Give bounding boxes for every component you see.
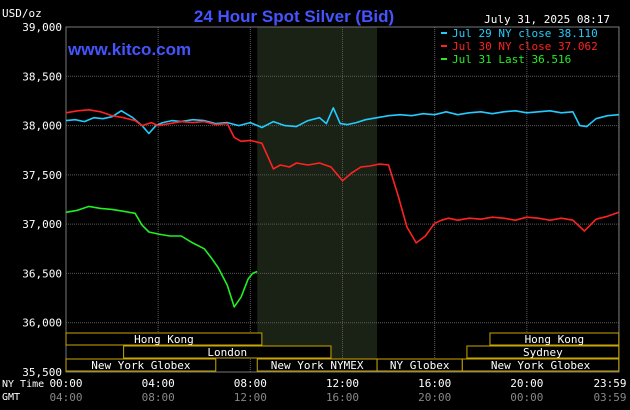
session-box: [123, 345, 332, 359]
session-label: London: [207, 346, 247, 359]
series-line-2: [65, 109, 620, 244]
x-tick-ny: 12:00: [326, 377, 359, 390]
plot-border: [65, 26, 620, 373]
unit-label: USD/oz: [2, 7, 42, 20]
series-line-1: [65, 107, 619, 135]
session-label: New York Globex: [91, 359, 191, 372]
session-box: [65, 332, 263, 346]
x-tick-ny: 20:00: [510, 377, 543, 390]
session-label: Hong Kong: [134, 333, 194, 346]
x-tick-gmt: 08:00: [142, 391, 175, 404]
session-box: [461, 358, 620, 372]
x-tick-ny: 08:00: [234, 377, 267, 390]
x-axis-row2-label: GMT: [2, 392, 20, 403]
series-line-3: [65, 205, 258, 308]
session-box: [65, 358, 217, 372]
x-tick-ny: 00:00: [49, 377, 82, 390]
y-tick-label: 35,500: [22, 366, 62, 379]
session-box: [466, 345, 620, 359]
datetime-label: July 31, 2025 08:17: [484, 13, 610, 26]
x-tick-gmt: 04:00: [49, 391, 82, 404]
x-tick-ny: 16:00: [418, 377, 451, 390]
x-tick-gmt: 20:00: [418, 391, 451, 404]
y-tick-label: 36,000: [22, 317, 62, 330]
legend-entry: Jul 31 Last 36.516: [452, 53, 571, 66]
x-tick-gmt: 00:00: [510, 391, 543, 404]
y-tick-label: 38,000: [22, 120, 62, 133]
y-tick-label: 38,500: [22, 70, 62, 83]
y-tick-label: 37,500: [22, 169, 62, 182]
x-axis-row1-label: NY Time: [2, 379, 44, 390]
session-label: Sydney: [523, 346, 563, 359]
session-label: NY Globex: [390, 359, 450, 372]
y-tick-label: 36,500: [22, 267, 62, 280]
session-label: Hong Kong: [525, 333, 585, 346]
series-lines: [65, 107, 620, 308]
session-box: [489, 332, 620, 346]
y-tick-label: 39,000: [22, 21, 62, 34]
x-tick-ny: 04:00: [142, 377, 175, 390]
x-tick-gmt: 03:59: [593, 391, 626, 404]
watermark-link[interactable]: www.kitco.com: [67, 40, 191, 59]
session-label: New York Globex: [491, 359, 591, 372]
legend-entry: Jul 29 NY close 38.110: [452, 27, 598, 40]
x-tick-gmt: 12:00: [234, 391, 267, 404]
y-tick-label: 37,000: [22, 218, 62, 231]
y-axis: 35,500 36,000 36,500 37,000 37,500 38,000 38,5…: [22, 21, 62, 379]
nymex-session-shade: [257, 27, 378, 372]
chart-title: 24 Hour Spot Silver (Bid): [194, 7, 394, 26]
session-label: New York NYMEX: [271, 359, 364, 372]
grid-lines: [65, 26, 620, 373]
x-tick-ny: 23:59: [593, 377, 626, 390]
x-tick-gmt: 16:00: [326, 391, 359, 404]
legend-entry: Jul 30 NY close 37.062: [452, 40, 598, 53]
